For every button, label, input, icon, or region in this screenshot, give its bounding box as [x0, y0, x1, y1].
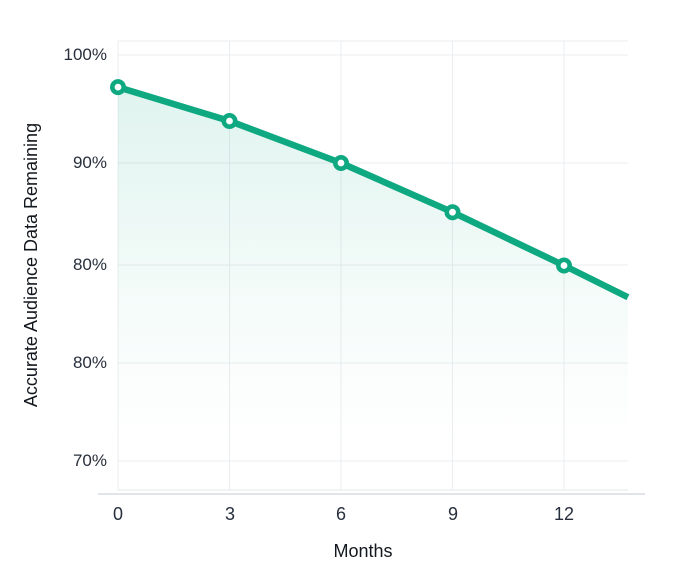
data-point-marker [110, 79, 127, 96]
x-tick-label-3: 3 [224, 504, 235, 524]
data-point-marker [444, 204, 461, 221]
y-tick-label-100: 100% [63, 45, 107, 64]
data-point-marker [332, 155, 349, 172]
y-tick-label-90: 90% [72, 153, 107, 172]
x-tick-label-6: 6 [335, 504, 346, 524]
y-tick-label-80-b: 80% [72, 353, 107, 372]
area-fill [118, 87, 628, 491]
data-point-marker [555, 257, 572, 274]
y-tick-label-70: 70% [72, 451, 107, 470]
x-tick-label-0: 0 [112, 504, 123, 524]
data-point-marker [221, 112, 238, 129]
x-axis-title: Months [333, 541, 393, 561]
y-tick-label-80-a: 80% [72, 255, 107, 274]
x-tick-label-9: 9 [447, 504, 458, 524]
data-line [117, 84, 630, 301]
y-axis-title: Accurate Audience Data Remaining [21, 122, 41, 408]
x-tick-label-12: 12 [553, 504, 575, 524]
